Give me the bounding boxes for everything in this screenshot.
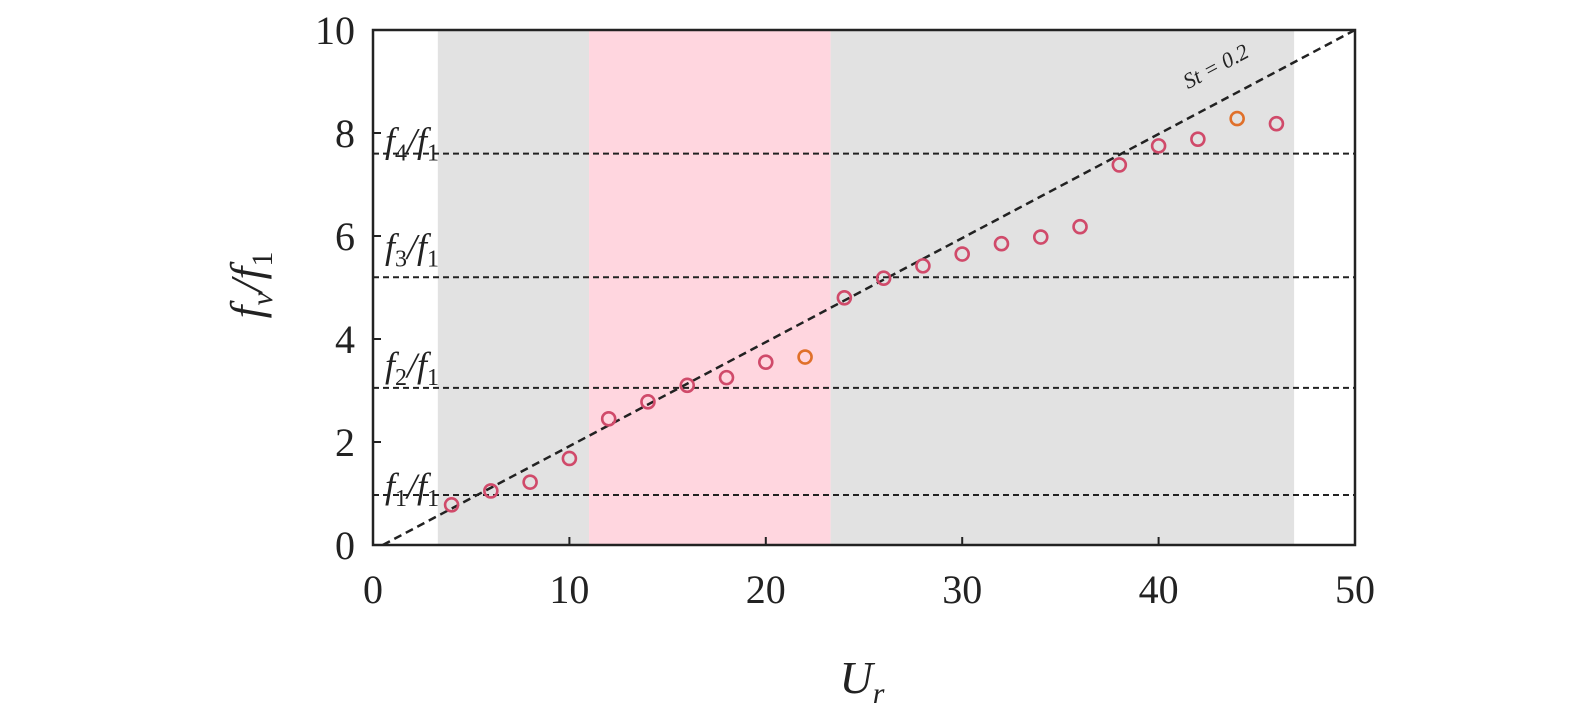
data-point-s1-0 xyxy=(797,349,813,365)
x-tick-label-3: 30 xyxy=(942,567,982,612)
data-point-s0-1 xyxy=(483,483,499,499)
reference-lines xyxy=(373,152,1355,497)
y-tick-label-5: 10 xyxy=(315,8,355,53)
data-point-s1-1 xyxy=(1229,110,1245,127)
y-tick-labels: 0 2 4 6 8 10 xyxy=(315,8,355,568)
strouhal-line xyxy=(382,28,1356,547)
y-tick-label-4: 8 xyxy=(335,111,355,156)
y-tick-label-3: 6 xyxy=(335,214,355,259)
data-point-s0-19 xyxy=(1268,115,1285,132)
data-points xyxy=(443,110,1285,513)
shaded-regions xyxy=(437,30,1295,545)
strouhal-line-group xyxy=(382,28,1356,547)
x-axis-title-sub: r xyxy=(873,677,885,710)
data-point-s0-15 xyxy=(1072,218,1088,235)
data-point-s0-11 xyxy=(915,258,931,274)
x-tick-labels: 0 10 20 30 40 50 xyxy=(363,567,1375,612)
y-tick-label-2: 4 xyxy=(335,317,355,362)
x-tick-label-4: 40 xyxy=(1139,567,1179,612)
data-point-s0-0 xyxy=(443,497,460,513)
x-tick-label-1: 10 xyxy=(549,567,589,612)
data-point-s0-10 xyxy=(875,270,892,287)
data-point-s0-2 xyxy=(522,474,538,490)
data-point-s0-6 xyxy=(679,377,696,394)
x-axis-title: Ur xyxy=(840,652,885,710)
data-point-s0-12 xyxy=(954,246,971,262)
level-label-3: f3/f1 xyxy=(385,226,439,272)
y-axis-title: fv/f1 xyxy=(221,252,279,319)
data-point-s0-8 xyxy=(757,354,774,370)
data-point-s0-3 xyxy=(561,450,578,467)
shaded-region-0 xyxy=(437,30,590,545)
data-point-s0-18 xyxy=(1190,131,1206,147)
plot-frame xyxy=(371,28,1357,547)
data-point-s0-16 xyxy=(1111,157,1128,173)
x-tick-label-2: 20 xyxy=(746,567,786,612)
y-tick-label-1: 2 xyxy=(335,420,355,465)
y-axis-title-sub1: v xyxy=(246,292,279,306)
data-point-s0-5 xyxy=(640,394,656,410)
level-label-4: f4/f1 xyxy=(385,121,439,167)
x-tick-label-5: 50 xyxy=(1335,567,1375,612)
data-point-s0-9 xyxy=(836,289,853,306)
level-label-2: f2/f1 xyxy=(385,345,439,391)
data-point-s0-7 xyxy=(718,369,735,386)
x-tick-label-0: 0 xyxy=(363,567,383,612)
y-tick-label-0: 0 xyxy=(335,523,355,568)
y-axis-title-sub2: 1 xyxy=(246,252,279,267)
data-point-s0-14 xyxy=(1032,229,1049,245)
data-point-s0-4 xyxy=(600,411,617,427)
level-labels: f1/f1 f2/f1 f3/f1 f4/f1 xyxy=(385,121,439,512)
data-point-s0-13 xyxy=(993,235,1010,252)
shaded-region-1 xyxy=(589,30,831,545)
axis-ticks xyxy=(372,29,1356,546)
x-axis-title-main: U xyxy=(840,652,876,703)
data-point-s0-17 xyxy=(1150,138,1167,154)
level-label-1: f1/f1 xyxy=(385,466,439,512)
shaded-region-2 xyxy=(830,30,1295,545)
